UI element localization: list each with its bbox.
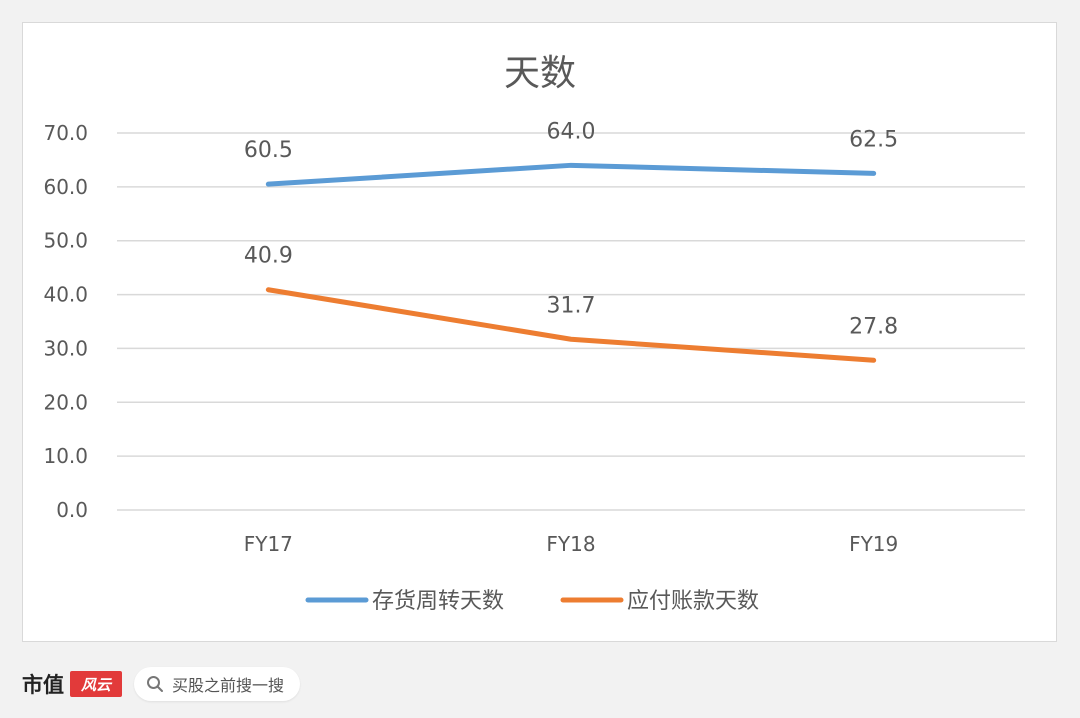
- y-tick-label: 40.0: [43, 283, 88, 307]
- series-lines: [265, 162, 877, 363]
- data-label: 40.9: [244, 244, 293, 269]
- search-icon: [147, 676, 163, 692]
- chart-title: 天数: [504, 53, 576, 94]
- brand-logo: 风云: [70, 671, 122, 697]
- gridlines: [117, 132, 1025, 511]
- y-tick-label: 20.0: [43, 390, 88, 414]
- data-label: 27.8: [849, 314, 898, 339]
- data-labels: 60.5 64.0 62.5 40.9 31.7 27.8: [244, 119, 898, 339]
- y-tick-label: 50.0: [43, 229, 88, 253]
- legend-label: 存货周转天数: [372, 589, 504, 614]
- y-tick-label: 60.0: [43, 175, 88, 199]
- brand-name: 市值: [22, 672, 64, 697]
- y-tick-label: 0.0: [56, 498, 88, 522]
- search-placeholder: 买股之前搜一搜: [172, 676, 285, 695]
- x-axis-tick-labels: FY17 FY18 FY19: [244, 532, 899, 556]
- x-tick-label: FY17: [244, 532, 293, 556]
- data-label: 31.7: [547, 293, 596, 318]
- y-axis-tick-labels: 0.0 10.0 20.0 30.0 40.0 50.0 60.0 70.0: [43, 121, 88, 522]
- x-tick-label: FY18: [546, 532, 595, 556]
- y-tick-label: 70.0: [43, 121, 88, 145]
- search-bar[interactable]: 买股之前搜一搜: [134, 667, 301, 701]
- y-tick-label: 10.0: [43, 444, 88, 468]
- legend: 存货周转天数 应付账款天数: [305, 589, 759, 614]
- x-tick-label: FY19: [849, 532, 898, 556]
- data-label: 64.0: [547, 119, 596, 144]
- data-label: 60.5: [244, 138, 293, 163]
- legend-label: 应付账款天数: [627, 589, 759, 614]
- data-label: 62.5: [849, 127, 898, 152]
- series-line: [265, 162, 877, 187]
- y-tick-label: 30.0: [43, 336, 88, 360]
- footer-bar: 市值 风云 买股之前搜一搜: [22, 666, 301, 702]
